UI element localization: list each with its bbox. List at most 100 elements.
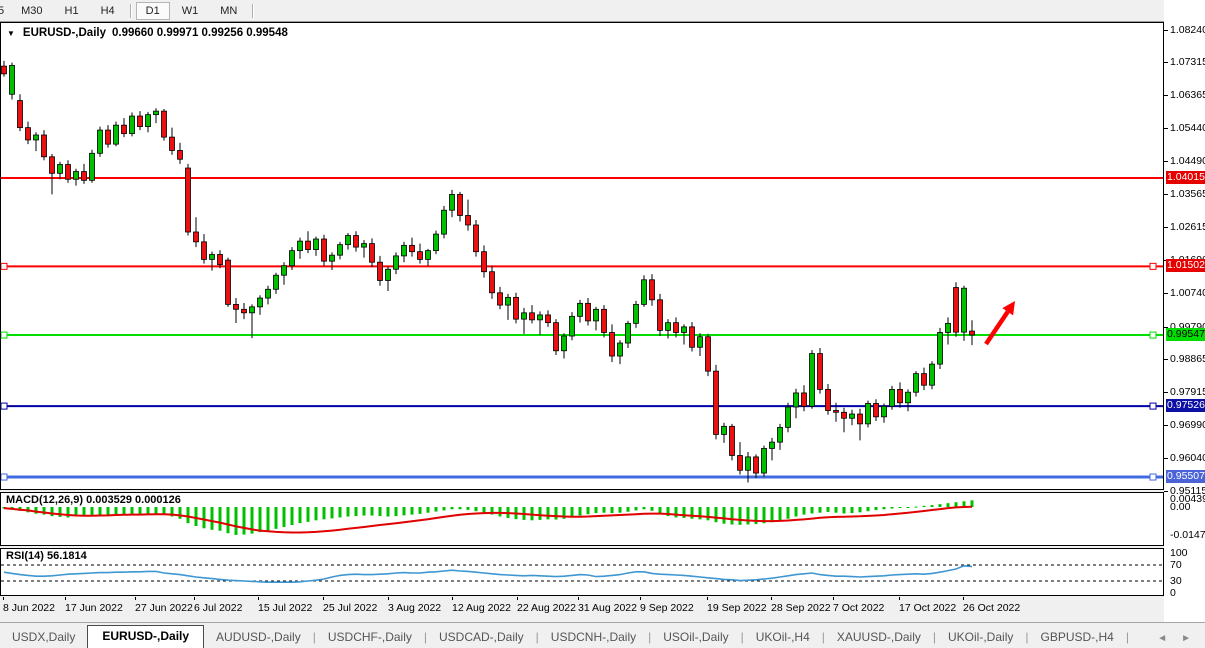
macd-histogram-bar: [394, 507, 398, 517]
symbol-tab-usdx-daily[interactable]: USDX,Daily: [12, 630, 76, 644]
symbol-tab-usdcad-daily[interactable]: USDCAD-,Daily: [438, 630, 524, 644]
macd-panel[interactable]: MACD(12,26,9) 0.003529 0.000126: [0, 492, 1164, 546]
candle-body: [105, 129, 111, 145]
timeframe-button-w1[interactable]: W1: [181, 4, 199, 17]
rsi-panel[interactable]: RSI(14) 56.1814: [0, 548, 1164, 596]
candle-body: [65, 164, 71, 180]
candle-body: [57, 164, 63, 174]
timeframe-button-m30[interactable]: M30: [21, 4, 43, 17]
candle-body: [777, 426, 783, 443]
candle-body: [761, 448, 767, 474]
candle-body: [713, 370, 719, 435]
candle-body: [745, 456, 751, 471]
macd-histogram-bar: [938, 504, 942, 507]
macd-histogram-bar: [146, 507, 150, 515]
hline-handle[interactable]: [1, 473, 8, 481]
timeframe-button-5[interactable]: 5: [0, 4, 5, 17]
candle-body: [569, 315, 575, 337]
macd-histogram-bar: [218, 507, 222, 531]
macd-histogram-bar: [954, 502, 958, 507]
symbol-tab-ukoil-daily[interactable]: UKOil-,Daily: [948, 630, 1014, 644]
candle-body: [913, 373, 919, 393]
timeframe-button-mn[interactable]: MN: [220, 4, 238, 17]
date-axis[interactable]: 8 Jun 2022 17 Jun 2022 27 Jun 2022 6 Jul 20…: [0, 597, 1164, 621]
macd-histogram-bar: [410, 507, 414, 515]
hline-handle[interactable]: [1149, 262, 1157, 270]
hline-handle[interactable]: [1, 331, 8, 339]
date-axis-tick: [194, 597, 195, 600]
candle-body: [473, 224, 479, 253]
macd-histogram-bar: [650, 507, 654, 511]
symbol-tab-usoil-daily[interactable]: USOil-,Daily: [663, 630, 729, 644]
date-axis-tick: [963, 597, 964, 600]
symbol-tab-audusd-daily[interactable]: AUDUSD-,Daily: [216, 630, 301, 644]
macd-histogram-bar: [618, 507, 622, 513]
date-axis-tick: [3, 597, 4, 600]
symbol-tab-ukoil-h4[interactable]: UKOil-,H4: [755, 630, 810, 644]
candle-body: [457, 193, 463, 216]
candle-body: [89, 152, 95, 181]
candle-body: [409, 244, 415, 253]
candle-body: [625, 322, 631, 344]
macd-histogram-bar: [314, 507, 318, 521]
tab-scroll-right-icon[interactable]: ►: [1181, 633, 1191, 644]
candle-body: [577, 302, 583, 317]
symbol-tab-gbpusd-h4[interactable]: GBPUSD-,H4: [1040, 630, 1114, 644]
symbol-tab-usdcnh-daily[interactable]: USDCNH-,Daily: [550, 630, 637, 644]
date-axis-label: 17 Jun 2022: [65, 602, 123, 614]
macd-histogram-bar: [122, 507, 126, 515]
candle-body: [241, 308, 247, 314]
trend-arrow-shaft[interactable]: [984, 310, 1010, 346]
hline-handle[interactable]: [1149, 473, 1157, 481]
hline-handle[interactable]: [1, 262, 8, 270]
candle-body: [33, 134, 39, 141]
candle-body: [505, 296, 511, 306]
macd-histogram-bar: [50, 507, 54, 517]
macd-histogram-bar: [914, 506, 918, 508]
candle-body: [657, 299, 663, 331]
macd-label: MACD(12,26,9) 0.003529 0.000126: [6, 494, 181, 506]
macd-histogram-bar: [730, 507, 734, 525]
macd-histogram-bar: [130, 507, 134, 515]
hline-handle[interactable]: [1, 402, 8, 410]
candle-body: [801, 392, 807, 407]
price-axis-gutter[interactable]: [1164, 0, 1205, 647]
macd-histogram-bar: [850, 507, 854, 514]
candle-body: [537, 314, 543, 321]
tab-scroll-left-icon[interactable]: ◄: [1157, 633, 1168, 644]
tab-separator: |: [535, 630, 539, 644]
macd-histogram-bar: [458, 507, 462, 510]
symbol-tab-eurusd-daily[interactable]: EURUSD-,Daily: [87, 625, 205, 648]
trend-arrow-head[interactable]: [1002, 301, 1015, 316]
macd-histogram-bar: [442, 507, 446, 511]
macd-histogram-bar: [418, 507, 422, 514]
candle-body: [833, 410, 839, 413]
symbol-tab-xauusd-daily[interactable]: XAUUSD-,Daily: [836, 630, 921, 644]
hline-handle[interactable]: [1149, 331, 1157, 339]
chevron-down-icon[interactable]: ▼: [7, 28, 15, 38]
candle-body: [929, 363, 935, 386]
date-axis-tick: [452, 597, 453, 600]
timeframe-button-h1[interactable]: H1: [64, 4, 79, 17]
macd-histogram-bar: [866, 507, 870, 512]
candle-body: [417, 251, 423, 260]
price-chart-panel[interactable]: [0, 22, 1164, 490]
candle-body: [113, 124, 119, 145]
candle-body: [25, 127, 31, 141]
macd-histogram-bar: [858, 507, 862, 513]
symbol-tab-usdchf-daily[interactable]: USDCHF-,Daily: [327, 630, 412, 644]
timeframe-button-h4[interactable]: H4: [100, 4, 115, 17]
macd-histogram-bar: [426, 507, 430, 513]
timeframe-button-d1[interactable]: D1: [135, 1, 170, 20]
macd-histogram-bar: [962, 501, 966, 507]
candle-body: [681, 326, 687, 333]
macd-histogram-bar: [298, 507, 302, 524]
candle-body: [673, 322, 679, 333]
hline-handle[interactable]: [1149, 402, 1157, 410]
candle-body: [897, 389, 903, 404]
candle-body: [177, 150, 183, 160]
date-axis-tick: [640, 597, 641, 600]
candle-body: [817, 353, 823, 390]
macd-histogram-bar: [578, 507, 582, 516]
macd-histogram-bar: [890, 507, 894, 509]
